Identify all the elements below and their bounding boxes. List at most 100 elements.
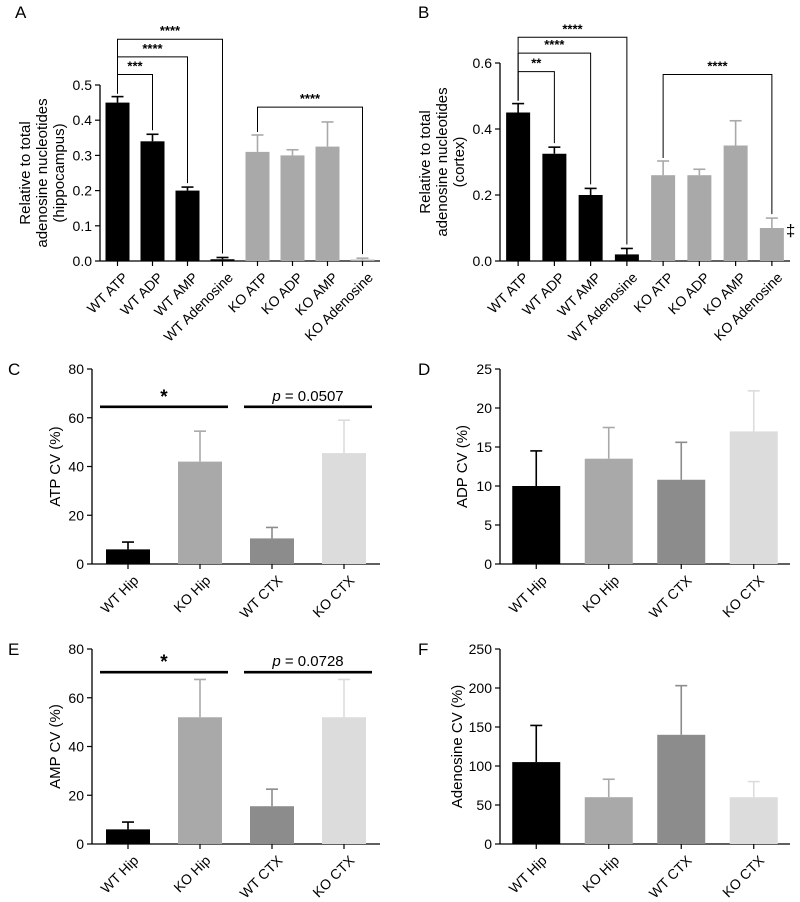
bar bbox=[250, 806, 294, 844]
y-tick-label: 0 bbox=[76, 556, 84, 572]
bar bbox=[506, 112, 531, 261]
bar bbox=[350, 259, 375, 261]
bar bbox=[280, 155, 305, 261]
bar bbox=[210, 259, 235, 261]
y-tick-label: 0.6 bbox=[473, 55, 493, 71]
y-axis-label: ADP CV (%) bbox=[454, 425, 471, 508]
x-tick-label: WT CTX bbox=[236, 572, 286, 622]
bar bbox=[106, 829, 150, 844]
x-tick-label: KO CTX bbox=[309, 852, 358, 901]
significance-bracket bbox=[257, 106, 363, 255]
significance-label: *** bbox=[127, 58, 143, 73]
y-axis-label: adenosine nucleotides bbox=[34, 98, 51, 247]
p-value: = 0.0728 bbox=[281, 653, 344, 670]
y-tick-label: 20 bbox=[68, 507, 84, 523]
bar bbox=[512, 486, 561, 564]
bar bbox=[759, 228, 784, 261]
bar bbox=[729, 797, 778, 844]
panel-b: B 0.0 0.2 0.4 0.6 Relative to total adenosine … bbox=[417, 3, 795, 345]
bar bbox=[657, 734, 706, 844]
x-tick-label: KO CTX bbox=[719, 852, 768, 901]
p-symbol: p bbox=[271, 388, 280, 405]
bar bbox=[584, 458, 633, 564]
panel-label: E bbox=[8, 640, 19, 659]
bar bbox=[542, 153, 567, 261]
y-tick-label: 0.0 bbox=[73, 253, 93, 269]
y-tick-label: 80 bbox=[68, 641, 84, 657]
bar bbox=[245, 151, 270, 261]
p-symbol: p bbox=[271, 653, 280, 670]
y-tick-label: 40 bbox=[68, 459, 84, 475]
y-tick-label: 0 bbox=[484, 556, 492, 572]
panel-label: B bbox=[418, 3, 429, 22]
y-axis-label: AMP CV (%) bbox=[47, 704, 64, 789]
y-tick-label: 50 bbox=[476, 797, 492, 813]
y-axis-label: adenosine nucleotides bbox=[434, 87, 451, 236]
y-tick-label: 250 bbox=[469, 641, 493, 657]
significance-bracket bbox=[662, 74, 773, 215]
y-tick-label: 0.4 bbox=[73, 112, 93, 128]
y-axis-label: (hippocampus) bbox=[51, 123, 68, 222]
y-tick-label: 0.2 bbox=[473, 187, 493, 203]
p-value-label: p = 0.0728 bbox=[271, 653, 343, 670]
y-axis-label: Relative to total bbox=[417, 110, 434, 213]
significance-label: **** bbox=[562, 21, 583, 36]
x-tick-label: WT Hip bbox=[97, 572, 141, 616]
x-tick-label: KO CTX bbox=[719, 572, 768, 621]
double-dagger-annotation: ‡ bbox=[786, 221, 795, 240]
y-tick-label: 0.0 bbox=[473, 253, 493, 269]
significance-label: * bbox=[160, 652, 168, 673]
x-tick-label: KO Hip bbox=[170, 852, 213, 895]
bar bbox=[687, 175, 712, 261]
significance-label: * bbox=[160, 387, 168, 408]
y-tick-label: 20 bbox=[68, 787, 84, 803]
p-value-label: p = 0.0507 bbox=[271, 388, 343, 405]
y-tick-label: 10 bbox=[476, 478, 492, 494]
y-axis-label: Relative to total bbox=[17, 121, 34, 224]
x-tick-label: KO Hip bbox=[579, 852, 622, 895]
x-tick-label: WT CTX bbox=[236, 852, 286, 902]
x-tick-label: KO Hip bbox=[170, 572, 213, 615]
y-tick-label: 60 bbox=[68, 690, 84, 706]
bar bbox=[250, 538, 294, 564]
panel-label: F bbox=[418, 640, 428, 659]
significance-label: **** bbox=[300, 91, 321, 106]
x-tick-label: KO CTX bbox=[309, 572, 358, 621]
significance-label: ** bbox=[531, 56, 542, 71]
x-tick-label: WT CTX bbox=[646, 852, 696, 902]
significance-label: **** bbox=[160, 23, 181, 38]
x-tick-label: KO Hip bbox=[579, 572, 622, 615]
y-tick-label: 15 bbox=[476, 439, 492, 455]
panel-label: A bbox=[15, 3, 27, 22]
significance-bracket bbox=[117, 38, 223, 254]
bar bbox=[614, 254, 639, 261]
x-tick-label: WT Hip bbox=[506, 572, 550, 616]
panel-e: E 0 20 40 60 80 AMP CV (%) WT Hip KO Hip WT CTX KO… bbox=[8, 640, 380, 901]
y-tick-label: 0 bbox=[76, 836, 84, 852]
bar bbox=[322, 717, 366, 844]
panel-label: C bbox=[8, 360, 20, 379]
panel-a: A 0.0 0.1 0.2 0.3 0.4 0.5 Relative to total aden… bbox=[15, 3, 380, 345]
bar bbox=[105, 102, 130, 261]
y-tick-label: 40 bbox=[68, 739, 84, 755]
bar bbox=[584, 797, 633, 844]
bar bbox=[651, 175, 676, 261]
y-tick-label: 60 bbox=[68, 410, 84, 426]
y-tick-label: 25 bbox=[476, 361, 492, 377]
bar bbox=[178, 461, 222, 564]
panel-f: F 0 50 100 150 200 250 Adenosine CV (%) WT Hip KO… bbox=[418, 640, 790, 901]
y-axis-label: (cortex) bbox=[451, 137, 468, 188]
panel-label: D bbox=[418, 360, 430, 379]
y-tick-label: 0.1 bbox=[73, 218, 93, 234]
significance-label: **** bbox=[707, 59, 728, 74]
y-tick-label: 0.4 bbox=[473, 121, 493, 137]
y-tick-label: 150 bbox=[469, 719, 493, 735]
y-tick-label: 0 bbox=[484, 836, 492, 852]
x-tick-label: WT Hip bbox=[97, 852, 141, 896]
bar bbox=[512, 762, 561, 844]
y-tick-label: 0.3 bbox=[73, 147, 93, 163]
bar bbox=[315, 146, 340, 261]
bar bbox=[106, 549, 150, 564]
y-tick-label: 0.5 bbox=[73, 77, 93, 93]
